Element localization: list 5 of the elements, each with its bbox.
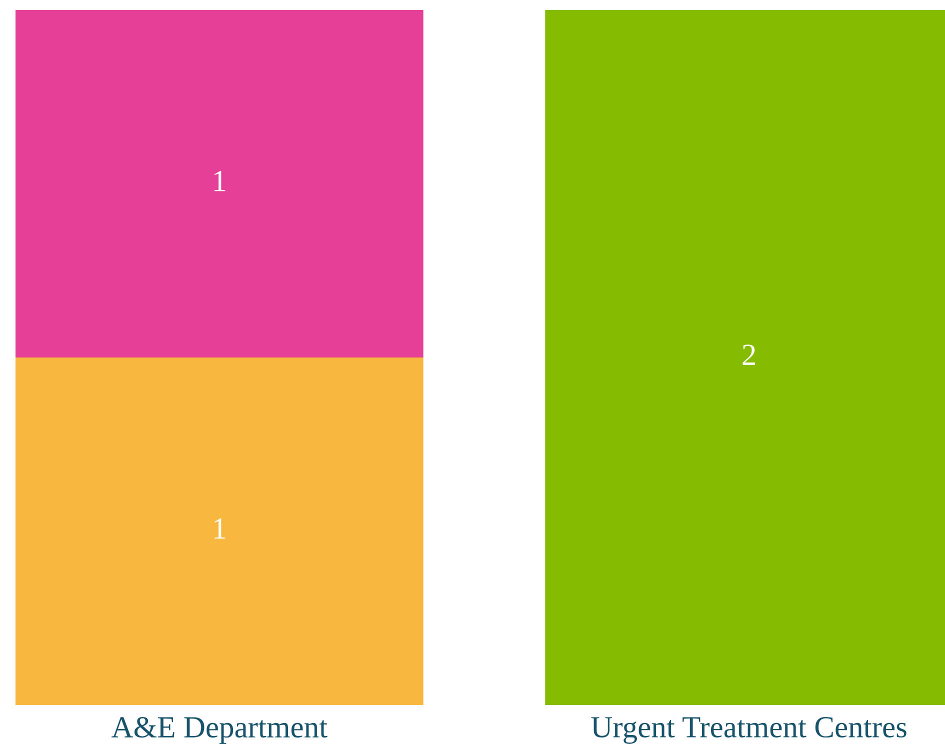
x-tick-label: A&E Department: [112, 716, 328, 744]
data-label: 2: [742, 344, 755, 365]
data-label: 1: [214, 170, 226, 192]
data-label: 1: [214, 518, 226, 539]
x-tick-label: Urgent Treatment Centres: [591, 716, 906, 744]
